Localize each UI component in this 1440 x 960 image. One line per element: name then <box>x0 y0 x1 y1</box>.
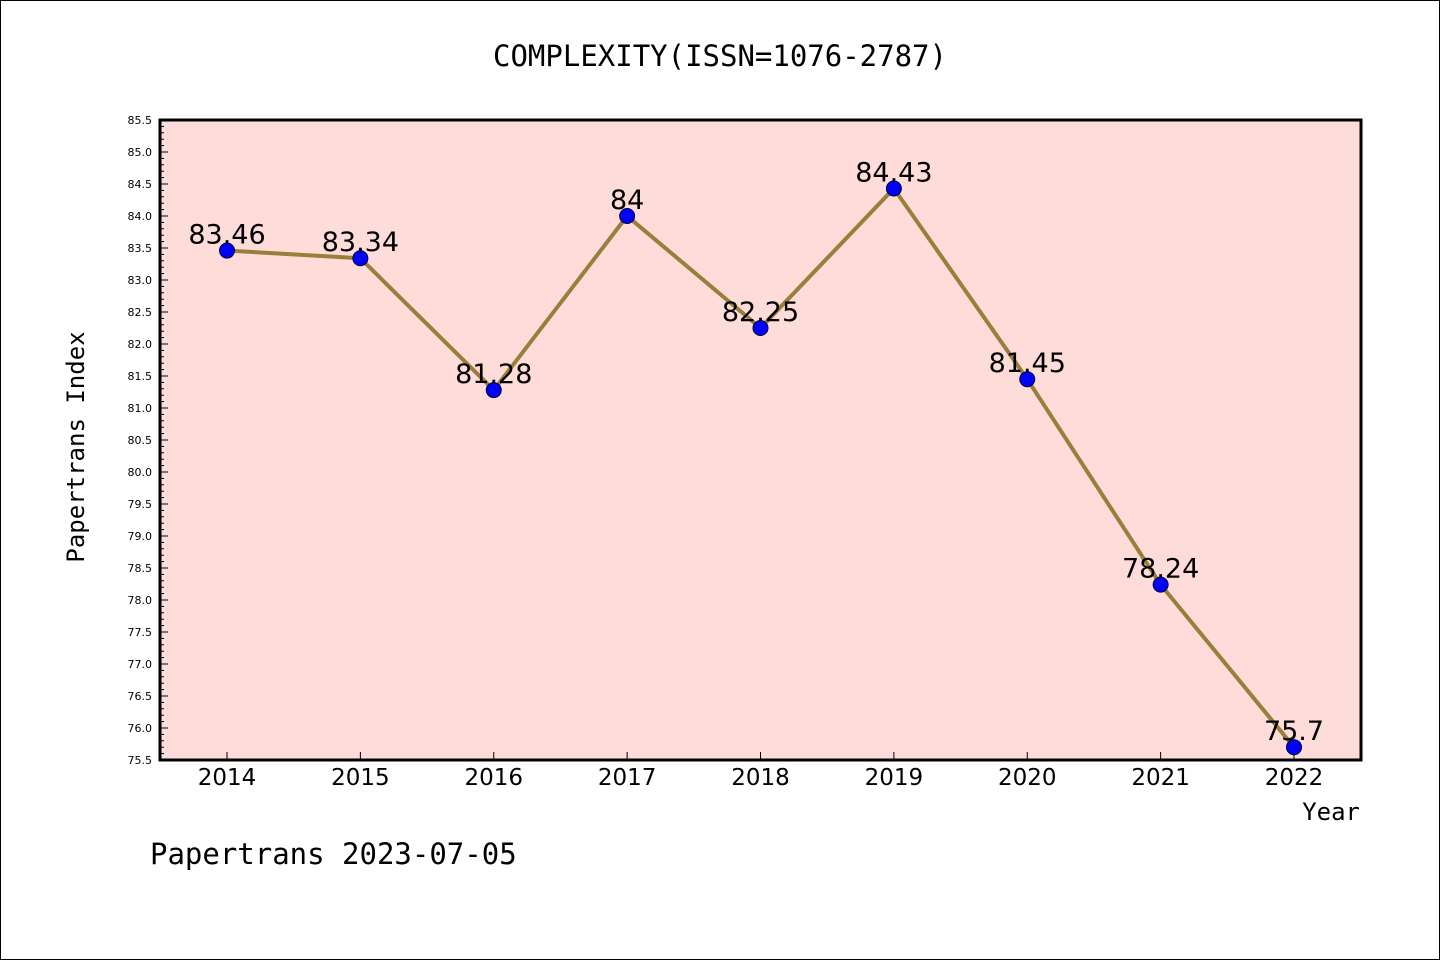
y-tick-label: 77.5 <box>128 626 153 639</box>
data-label: 82.25 <box>722 297 799 328</box>
y-tick-label: 78.5 <box>128 562 153 575</box>
plot-border <box>158 118 1363 762</box>
x-axis-ticks: 2014 2015 2016 2017 2018 2019 2020 2021 2022 <box>198 752 1324 791</box>
x-tick-label: 2022 <box>1265 765 1324 791</box>
data-point <box>485 382 502 399</box>
data-point <box>619 208 636 224</box>
chart-title: COMPLEXITY(ISSN=1076-2787) <box>493 39 947 73</box>
data-point <box>219 242 235 259</box>
x-tick-label: 2020 <box>998 765 1057 791</box>
y-tick-label: 85.5 <box>128 114 153 127</box>
plot-area <box>160 120 1361 760</box>
x-tick-label: 2014 <box>198 765 257 791</box>
data-point <box>1286 739 1302 756</box>
x-tick-label: 2017 <box>598 765 657 791</box>
y-tick-label: 82.5 <box>128 306 153 319</box>
y-tick-label: 76.5 <box>128 690 153 703</box>
y-tick-label: 79.0 <box>128 530 153 543</box>
data-label: 78.24 <box>1122 554 1199 585</box>
data-point <box>1019 371 1036 388</box>
x-tick-label: 2016 <box>464 765 523 791</box>
footer-source-date: Papertrans 2023-07-05 <box>150 837 517 871</box>
data-label: 83.34 <box>322 227 399 258</box>
y-tick-label: 84.5 <box>128 178 153 191</box>
y-tick-label: 78.0 <box>128 594 153 607</box>
data-label: 83.46 <box>188 220 265 251</box>
data-label: 84 <box>610 185 644 216</box>
y-tick-label: 82.0 <box>128 338 153 351</box>
x-tick-label: 2021 <box>1131 765 1190 791</box>
data-point <box>885 180 902 197</box>
data-markers <box>219 180 1302 756</box>
y-axis-ticks: 75.5 76.0 76.5 77.0 77.5 78.0 78.5 79.0 79.5 80.0… <box>128 114 168 767</box>
y-tick-label: 84.0 <box>128 210 153 223</box>
y-tick-label: 85.0 <box>128 146 153 159</box>
y-axis-label: Papertrans Index <box>62 331 90 562</box>
y-tick-label: 83.5 <box>128 242 153 255</box>
data-label: 81.28 <box>455 359 532 390</box>
y-tick-label: 83.0 <box>128 274 153 287</box>
y-tick-label: 81.0 <box>128 402 153 415</box>
data-label: 84.43 <box>855 157 932 188</box>
y-tick-label: 79.5 <box>128 498 153 511</box>
y-tick-label: 77.0 <box>128 658 153 671</box>
x-tick-label: 2015 <box>331 765 390 791</box>
data-labels: 83.46 83.34 81.28 84 82.25 84.43 81.45 78.24 75.… <box>188 157 1324 747</box>
x-axis-label: Year <box>1302 798 1360 826</box>
data-point <box>1152 576 1169 593</box>
y-tick-label: 80.0 <box>128 466 153 479</box>
data-point <box>352 250 369 267</box>
y-tick-label: 81.5 <box>128 370 153 383</box>
y-tick-label: 76.0 <box>128 722 153 735</box>
y-tick-label: 75.5 <box>128 754 153 767</box>
y-tick-label: 80.5 <box>128 434 153 447</box>
x-tick-label: 2018 <box>731 765 790 791</box>
x-tick-label: 2019 <box>865 765 924 791</box>
data-label: 75.7 <box>1264 716 1324 747</box>
data-label: 81.45 <box>989 348 1066 379</box>
data-point <box>752 320 769 336</box>
